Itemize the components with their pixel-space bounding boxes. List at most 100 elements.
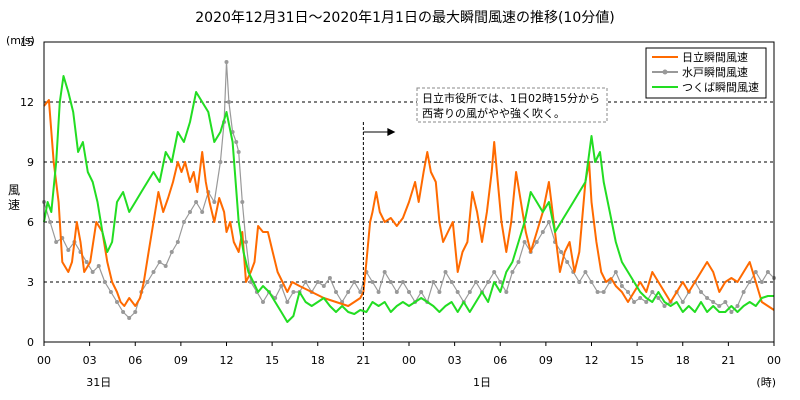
series-line: [43, 99, 775, 311]
series-point: [175, 240, 180, 244]
series-point: [534, 240, 539, 244]
x-axis-ticks: 00 03 06 09 12 15 18 21 00 03 06 09 12 15 18 21 00 31日 1日: [37, 342, 781, 389]
series-point: [236, 150, 241, 154]
y-tick-label: 12: [20, 96, 34, 109]
series-point: [48, 220, 53, 224]
x-tick-label: 18: [676, 354, 690, 367]
series-point: [279, 284, 284, 288]
day-label: 31日: [86, 376, 111, 389]
series-point: [473, 280, 478, 284]
series-point: [370, 280, 375, 284]
x-tick-label: 12: [585, 354, 599, 367]
series-point: [285, 300, 290, 304]
series-point: [151, 270, 156, 274]
series-layer: [42, 60, 776, 323]
series-point: [240, 200, 245, 204]
series-point: [188, 210, 192, 214]
series-point: [157, 260, 162, 264]
legend-marker: [662, 69, 668, 75]
x-tick-label: 06: [128, 354, 142, 367]
series-point: [431, 280, 436, 284]
series-point: [729, 310, 734, 314]
series-point: [115, 300, 119, 304]
series-point: [492, 270, 497, 274]
series-point: [626, 290, 630, 294]
series-point: [583, 270, 588, 274]
series-point: [504, 290, 509, 294]
series-point: [516, 260, 521, 264]
y-axis-label-char: 風: [8, 183, 20, 197]
series-point: [261, 300, 265, 304]
y-axis-label-char: 速: [8, 198, 20, 212]
day-label: 1日: [473, 376, 491, 389]
y-tick-label: 6: [27, 216, 34, 229]
series-point: [650, 290, 655, 294]
series-point: [102, 280, 107, 284]
series-point: [565, 260, 570, 264]
y-tick-label: 9: [27, 156, 34, 169]
series-point: [303, 280, 308, 284]
series-point: [346, 290, 351, 294]
series-point: [455, 290, 460, 294]
series-point: [589, 280, 594, 284]
series-point: [407, 290, 411, 294]
series-point: [699, 290, 703, 294]
series-point: [243, 240, 248, 244]
x-tick-label: 00: [767, 354, 781, 367]
series-point: [595, 290, 600, 294]
x-tick-label: 09: [539, 354, 553, 367]
series-point: [577, 280, 582, 284]
annotation-line-2: 西寄りの風がやや強く吹く。: [422, 106, 565, 120]
series-point: [321, 284, 326, 288]
series-point: [437, 290, 442, 294]
legend-label: 日立瞬間風速: [682, 50, 748, 64]
chart-title: 2020年12月31日～2020年1月1日の最大瞬間風速の推移(10分値): [195, 10, 614, 26]
series-point: [656, 296, 661, 300]
x-tick-label: 03: [448, 354, 462, 367]
x-tick-label: 15: [265, 354, 279, 367]
annotation-arrowhead: [387, 128, 396, 136]
series-point: [224, 60, 229, 64]
series-point: [334, 290, 338, 294]
y-axis-ticks: 0 3 6 9 12 15: [20, 36, 34, 349]
series-point: [163, 264, 168, 268]
series-point: [723, 300, 728, 304]
series-point: [711, 300, 716, 304]
series-point: [747, 280, 752, 284]
series-point: [613, 270, 618, 274]
series-point: [632, 300, 637, 304]
series-point: [522, 240, 527, 244]
series-point: [84, 260, 89, 264]
series-point: [388, 280, 393, 284]
series-2: [43, 75, 774, 323]
series-point: [546, 220, 551, 224]
series-point: [662, 304, 667, 308]
series-point: [234, 140, 239, 144]
series-point: [400, 280, 405, 284]
series-line: [43, 61, 775, 319]
x-tick-label: 18: [311, 354, 325, 367]
series-point: [121, 310, 126, 314]
grid-lines: [44, 101, 774, 283]
series-point: [638, 296, 643, 300]
series-point: [291, 290, 296, 294]
series-line: [43, 75, 774, 323]
series-point: [54, 240, 59, 244]
y-tick-label: 15: [20, 36, 34, 49]
y-tick-label: 0: [27, 336, 34, 349]
annotation: 日立市役所では、1日02時15分から 西寄りの風がやや強く吹く。: [362, 87, 608, 342]
x-axis-unit: (時): [756, 376, 776, 389]
series-point: [376, 290, 381, 294]
series-point: [540, 230, 545, 234]
series-point: [741, 290, 746, 294]
series-point: [226, 100, 231, 104]
series-point: [200, 210, 205, 214]
series-point: [717, 304, 722, 308]
x-tick-label: 21: [356, 354, 370, 367]
x-tick-label: 00: [402, 354, 416, 367]
series-point: [680, 300, 685, 304]
x-tick-label: 21: [721, 354, 735, 367]
series-point: [194, 200, 199, 204]
series-point: [382, 270, 387, 274]
